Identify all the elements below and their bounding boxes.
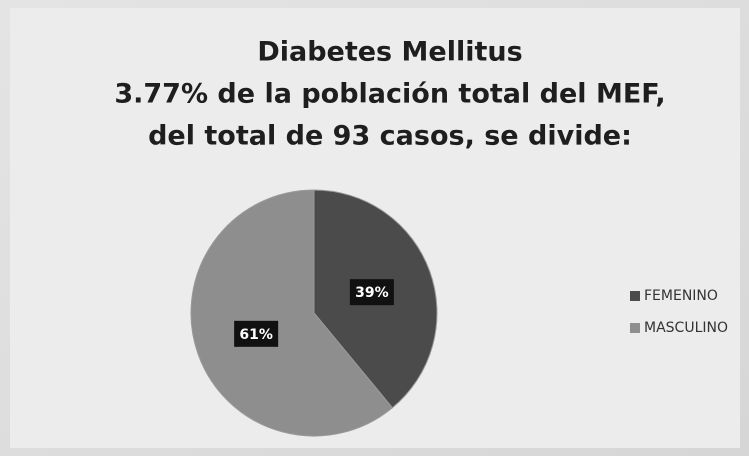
legend-swatch xyxy=(630,291,640,301)
pie-slice xyxy=(190,189,394,437)
value-label: 39% xyxy=(355,285,389,301)
legend-label: FEMENINO xyxy=(644,288,718,304)
chart-title: del total de 93 casos, se divide: xyxy=(148,121,632,152)
value-label-box xyxy=(349,279,394,306)
legend-swatch xyxy=(630,323,640,333)
chart-title: Diabetes Mellitus xyxy=(257,37,522,68)
legend-label: MASCULINO xyxy=(644,320,728,336)
value-label-box xyxy=(234,320,279,347)
value-label: 61% xyxy=(239,327,273,343)
chart-title: 3.77% de la población total del MEF, xyxy=(114,79,665,110)
